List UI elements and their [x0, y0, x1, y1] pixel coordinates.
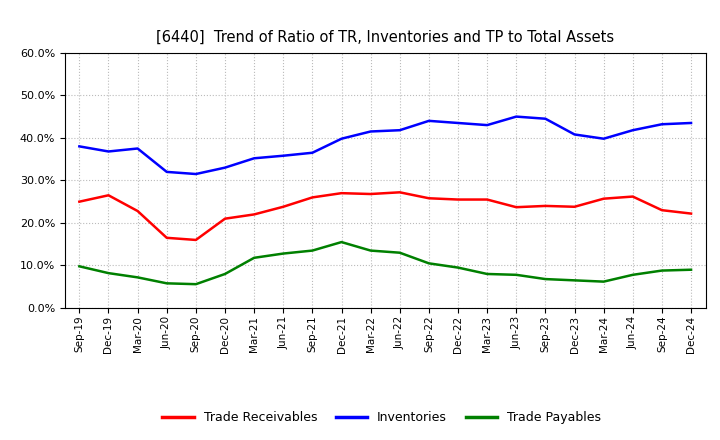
Trade Payables: [308, 248, 317, 253]
Trade Payables: [687, 267, 696, 272]
Inventories: [220, 165, 229, 170]
Trade Receivables: [483, 197, 492, 202]
Inventories: [104, 149, 113, 154]
Trade Payables: [425, 260, 433, 266]
Trade Payables: [599, 279, 608, 284]
Inventories: [133, 146, 142, 151]
Inventories: [512, 114, 521, 119]
Trade Receivables: [687, 211, 696, 216]
Trade Receivables: [250, 212, 258, 217]
Trade Receivables: [512, 205, 521, 210]
Trade Receivables: [541, 203, 550, 209]
Trade Payables: [483, 271, 492, 277]
Line: Trade Payables: Trade Payables: [79, 242, 691, 284]
Trade Payables: [104, 271, 113, 276]
Trade Receivables: [220, 216, 229, 221]
Line: Trade Receivables: Trade Receivables: [79, 192, 691, 240]
Inventories: [629, 128, 637, 133]
Trade Payables: [337, 239, 346, 245]
Trade Receivables: [366, 191, 375, 197]
Trade Payables: [570, 278, 579, 283]
Trade Payables: [366, 248, 375, 253]
Inventories: [250, 156, 258, 161]
Trade Receivables: [454, 197, 462, 202]
Title: [6440]  Trend of Ratio of TR, Inventories and TP to Total Assets: [6440] Trend of Ratio of TR, Inventories…: [156, 29, 614, 45]
Inventories: [395, 128, 404, 133]
Trade Payables: [629, 272, 637, 278]
Trade Payables: [657, 268, 666, 273]
Trade Receivables: [337, 191, 346, 196]
Inventories: [541, 116, 550, 121]
Inventories: [570, 132, 579, 137]
Trade Payables: [220, 271, 229, 277]
Trade Receivables: [279, 204, 287, 209]
Inventories: [657, 121, 666, 127]
Inventories: [687, 120, 696, 126]
Trade Payables: [541, 276, 550, 282]
Trade Payables: [395, 250, 404, 255]
Trade Payables: [192, 282, 200, 287]
Trade Receivables: [425, 196, 433, 201]
Trade Receivables: [629, 194, 637, 199]
Trade Receivables: [308, 195, 317, 200]
Trade Receivables: [599, 196, 608, 202]
Trade Payables: [163, 281, 171, 286]
Trade Receivables: [163, 235, 171, 240]
Inventories: [366, 129, 375, 134]
Legend: Trade Receivables, Inventories, Trade Payables: Trade Receivables, Inventories, Trade Pa…: [157, 407, 606, 429]
Trade Payables: [133, 275, 142, 280]
Inventories: [308, 150, 317, 155]
Trade Receivables: [570, 204, 579, 209]
Trade Receivables: [192, 237, 200, 242]
Trade Receivables: [657, 208, 666, 213]
Line: Inventories: Inventories: [79, 117, 691, 174]
Inventories: [599, 136, 608, 141]
Trade Receivables: [75, 199, 84, 204]
Inventories: [279, 153, 287, 158]
Trade Payables: [454, 265, 462, 270]
Trade Payables: [75, 264, 84, 269]
Trade Payables: [250, 255, 258, 260]
Inventories: [337, 136, 346, 141]
Inventories: [454, 120, 462, 126]
Trade Receivables: [133, 209, 142, 214]
Trade Payables: [279, 251, 287, 256]
Inventories: [75, 144, 84, 149]
Inventories: [163, 169, 171, 175]
Inventories: [425, 118, 433, 124]
Inventories: [483, 122, 492, 128]
Trade Payables: [512, 272, 521, 278]
Trade Receivables: [395, 190, 404, 195]
Inventories: [192, 171, 200, 176]
Trade Receivables: [104, 193, 113, 198]
